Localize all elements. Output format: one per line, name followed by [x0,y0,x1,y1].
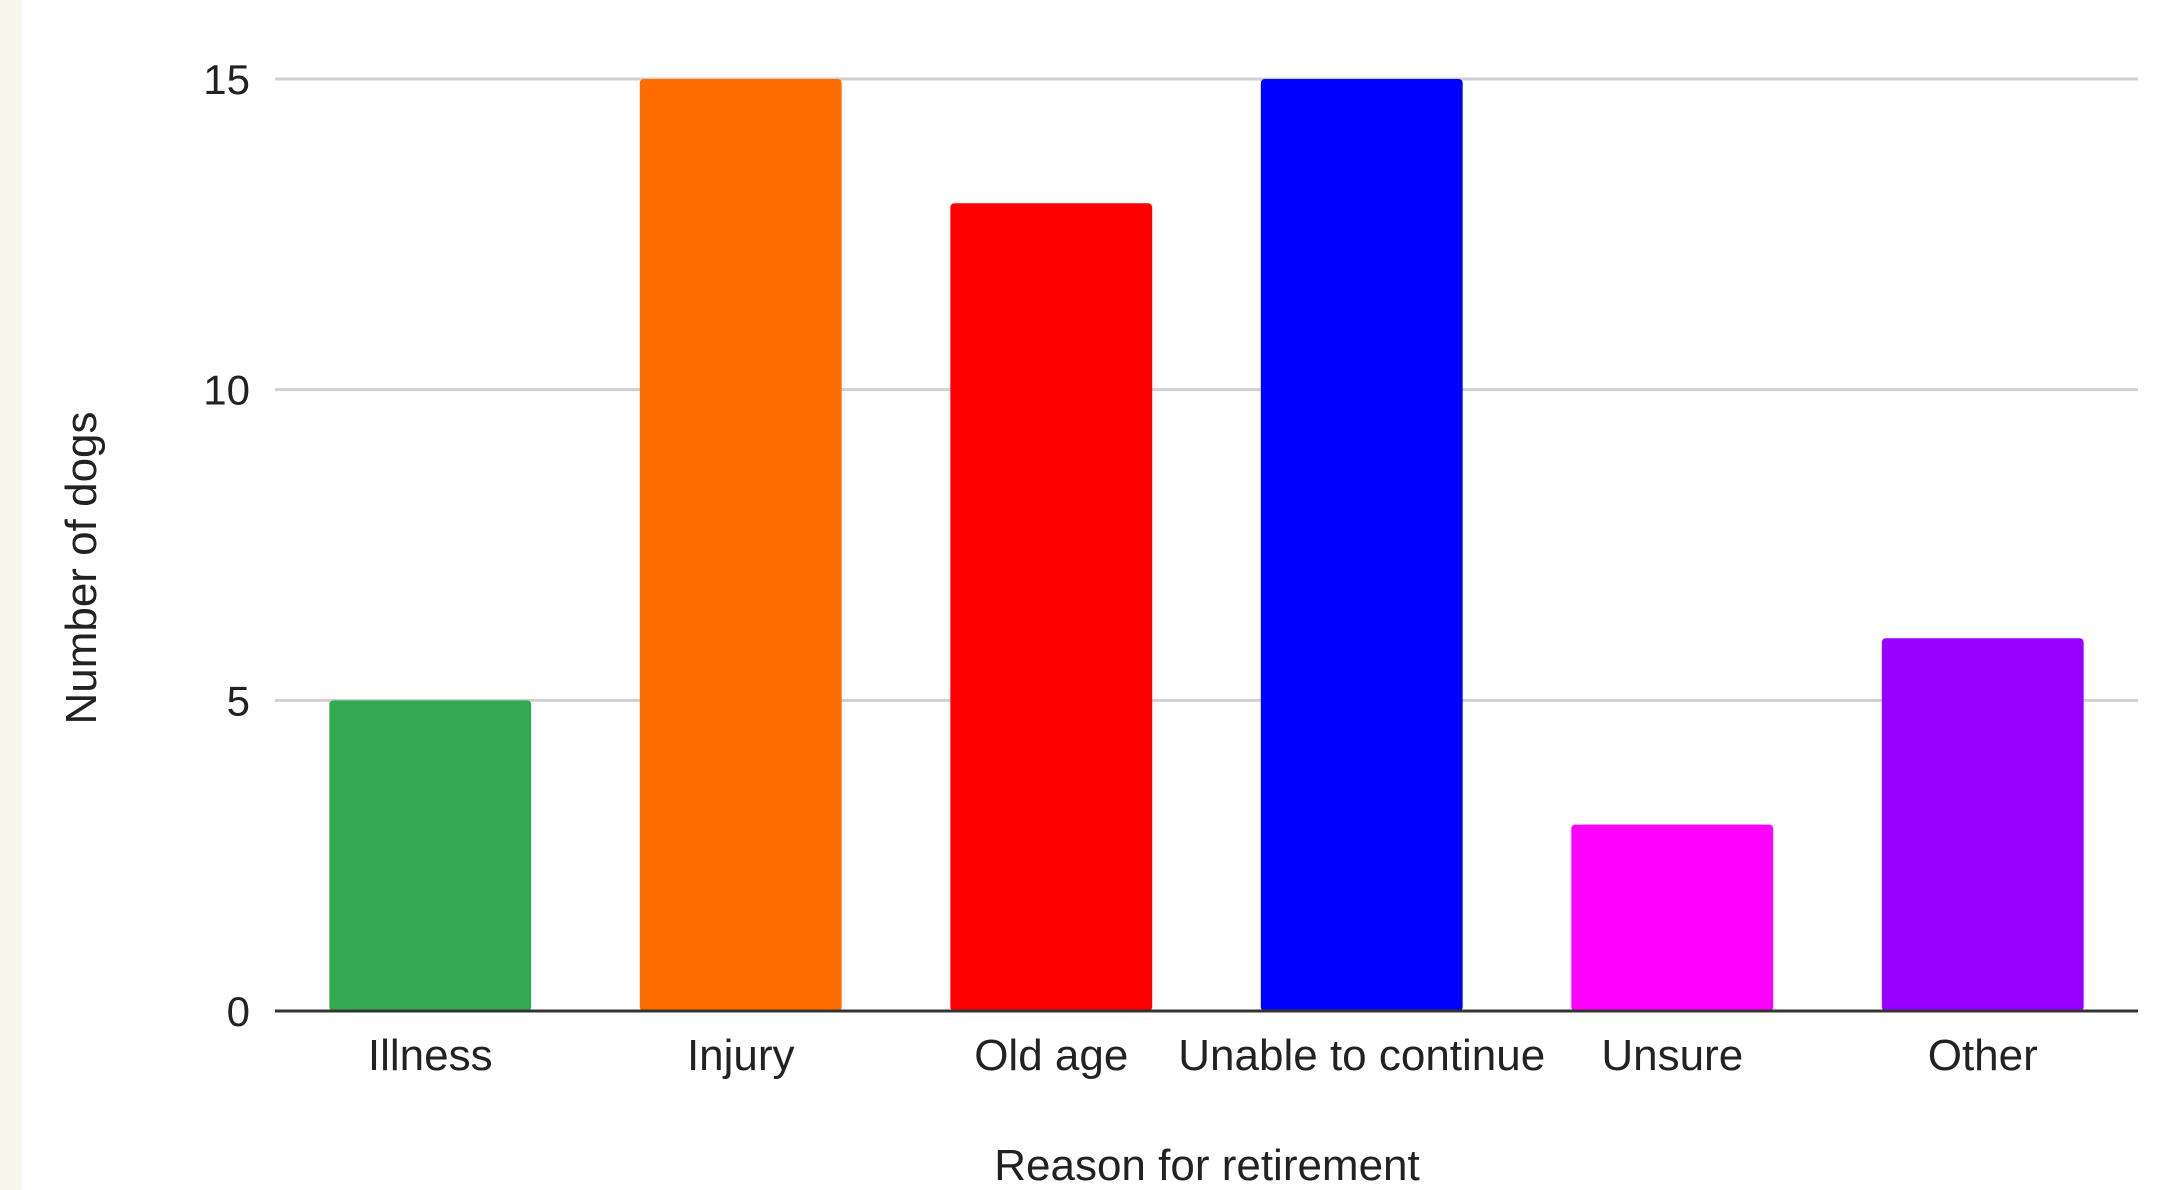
x-tick-label: Old age [974,1031,1128,1080]
y-tick-label: 10 [203,367,250,414]
x-tick-label: Illness [368,1031,493,1080]
x-tick-labels: Illness Injury Old age Unable to continue Un… [368,1031,2038,1080]
bar-illness [329,700,531,1011]
y-tick-label: 5 [227,677,250,724]
x-axis-label: Reason for retirement [994,1141,1420,1190]
y-tick-label: 15 [203,56,250,103]
y-axis-label: Number of dogs [57,411,106,724]
bar-old-age [950,203,1152,1011]
x-tick-label: Injury [687,1031,795,1080]
bars [329,79,2083,1011]
x-tick-label: Other [1928,1031,2038,1080]
y-tick-label: 0 [227,988,250,1035]
bar-unable-to-continue [1261,79,1463,1011]
bar-injury [640,79,842,1011]
x-tick-label: Unsure [1601,1031,1743,1080]
bar-other [1882,638,2084,1011]
x-tick-label: Unable to continue [1178,1031,1545,1080]
y-tick-labels: 0 5 10 15 [203,56,250,1035]
bar-unsure [1571,825,1773,1011]
gridlines [275,79,2138,700]
